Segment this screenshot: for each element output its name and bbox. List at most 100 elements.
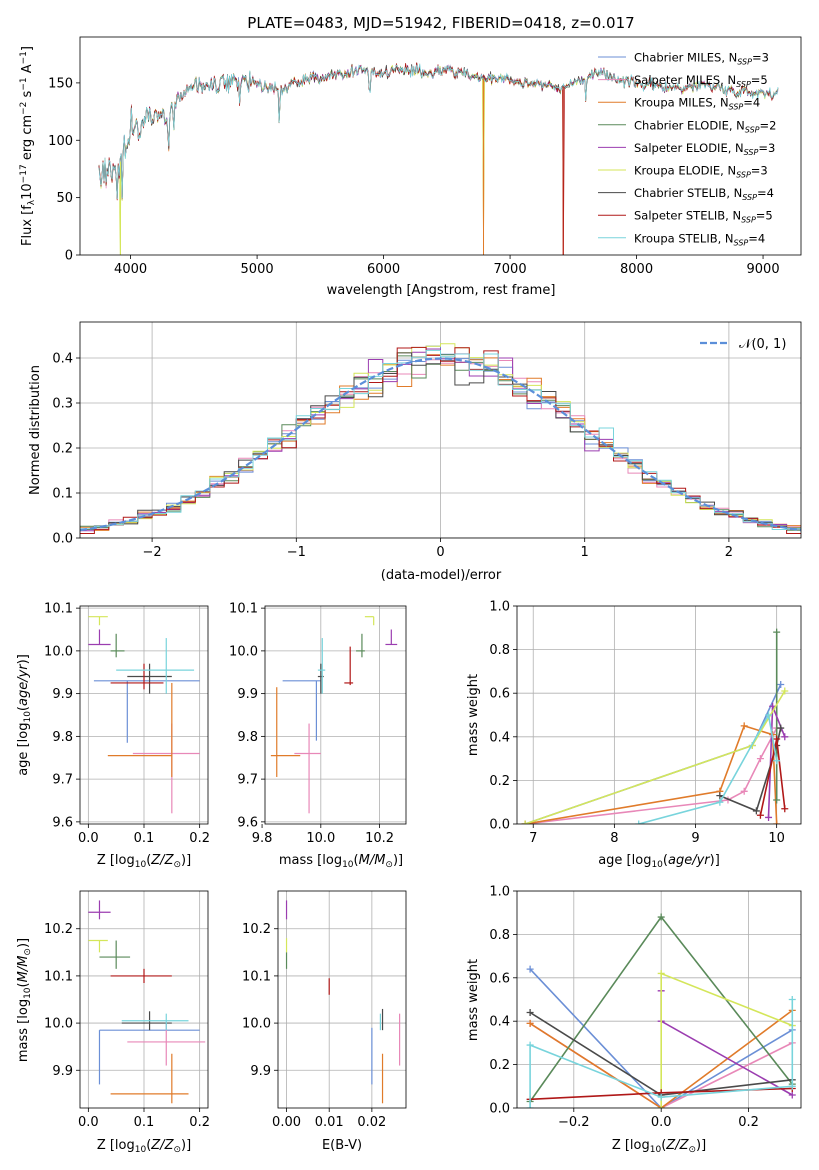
- label-part: 10: [651, 860, 663, 870]
- y-tick-label: 1.0: [489, 600, 510, 615]
- histogram-series: [80, 343, 801, 530]
- x-tick-label: 10: [768, 831, 785, 846]
- legend-n: =3: [751, 164, 768, 178]
- legend-sub: SSP: [745, 125, 760, 134]
- label-part: mass [log: [279, 853, 342, 868]
- label-part: )]: [696, 1138, 706, 1153]
- weight-marker: [716, 792, 724, 800]
- spectrum-line: [98, 63, 779, 255]
- y-tick-label: 9.9: [237, 687, 258, 702]
- x-axis-label: mass [log10(M/M⊙)]: [279, 853, 403, 870]
- label-part: ⊙: [385, 860, 393, 870]
- weight-marker: [788, 996, 796, 1003]
- weight-marker: [657, 1104, 665, 1108]
- label-part: (: [16, 706, 31, 711]
- plot-area: [278, 891, 406, 1108]
- y-tick-label: 0.2: [489, 774, 510, 789]
- y-tick-label: 10.1: [229, 602, 258, 617]
- panel-age-vs-Z: 0.0 0.1 0.29.69.79.89.910.010.1Z [log10(Z/…: [16, 602, 210, 870]
- x-tick-label: 8000: [620, 262, 653, 277]
- x-tick-label: 7000: [494, 262, 527, 277]
- label-part: (: [16, 982, 31, 987]
- panel-mass-vs-EBV: 0.00 0.01 0.02 9.9 10.0 10.1 10.2 E(B-V): [242, 890, 407, 1153]
- axes-frame: [79, 890, 209, 1109]
- axes-frame: [516, 890, 802, 1109]
- panel-age-vs-mass: 9.8 10.0 10.2 9.6 9.7 9.8 9.9 10.0 10.1 mass [log…: [229, 602, 407, 870]
- y-tick-label: 10.0: [44, 1017, 73, 1032]
- legend-sub: SSP: [737, 58, 752, 67]
- y-tick-label: 10.0: [242, 1017, 271, 1032]
- legend-model: Salpeter ELODIE, N: [634, 141, 744, 155]
- y-tick-label: 9.7: [52, 773, 73, 788]
- legend-sub: SSP: [729, 103, 744, 112]
- y-tick-label: 10.2: [242, 922, 271, 937]
- y-axis-label: Flux [fλ10−17 erg cm−2 s−1 A−1]: [19, 46, 37, 246]
- label-part: age/yr: [668, 853, 711, 868]
- y-tick-label: 0.4: [489, 730, 510, 745]
- weight-series: [638, 712, 778, 824]
- weight-marker: [526, 1104, 534, 1108]
- y-tick-label: 0.6: [489, 971, 510, 986]
- label-part: 10: [135, 860, 147, 870]
- plot-area: [517, 891, 801, 1108]
- label-part: A: [20, 64, 35, 77]
- axes-frame: [277, 890, 407, 1109]
- x-axis-label: wavelength [Angstrom, rest frame]: [327, 283, 556, 298]
- figure-title: PLATE=0483, MJD=51942, FIBERID=0418, z=0…: [247, 14, 634, 32]
- label-part: −2: [19, 102, 29, 115]
- weight-marker: [716, 798, 724, 806]
- weight-series: [660, 990, 793, 1096]
- label-part: )]: [16, 938, 31, 948]
- y-tick-label: 0.2: [489, 1058, 510, 1073]
- y-tick-label: 150: [48, 76, 73, 91]
- weight-marker: [781, 805, 789, 813]
- x-tick-label: 0.0: [651, 1115, 672, 1130]
- y-tick-label: 0.8: [489, 928, 510, 943]
- x-tick-label: −0.2: [558, 1115, 590, 1130]
- label-part: Z [log: [97, 1138, 135, 1153]
- weight-marker: [773, 757, 781, 765]
- panel-mass-vs-Z: 0.0 0.1 0.29.910.010.110.2Z [log10(Z/Z⊙)]m…: [16, 890, 210, 1155]
- label-part: M/M: [359, 853, 386, 868]
- weight-marker: [773, 796, 781, 804]
- legend-label: Chabrier STELIB, NSSP=4: [634, 186, 774, 202]
- y-tick-label: 0.0: [52, 532, 73, 547]
- label-part: −17: [19, 164, 29, 183]
- x-tick-label: 0.0: [78, 831, 99, 846]
- weight-marker: [781, 687, 789, 695]
- x-tick-label: 10.0: [306, 831, 335, 846]
- axes-frame: [516, 605, 802, 825]
- x-tick-label: 0.01: [315, 1115, 344, 1130]
- y-axis-label: mass [log10(M/M⊙)]: [16, 938, 33, 1062]
- gaussian-curve: [80, 357, 801, 532]
- y-tick-label: 1.0: [489, 885, 510, 900]
- weight-marker: [657, 913, 665, 921]
- weight-marker: [773, 735, 781, 743]
- legend-label: Chabrier MILES, NSSP=3: [634, 51, 769, 67]
- weight-series: [529, 968, 793, 1108]
- legend-sub: SSP: [734, 238, 749, 247]
- y-axis-label: mass weight: [466, 959, 481, 1041]
- legend-sub: SSP: [741, 216, 756, 225]
- label-part: (: [663, 853, 668, 868]
- legend-model: Kroupa ELODIE, N: [634, 164, 736, 178]
- y-tick-label: 9.8: [237, 730, 258, 745]
- weight-marker: [773, 820, 781, 824]
- legend-model: Salpeter MILES, N: [634, 73, 736, 87]
- label-part: age/yr: [16, 663, 31, 706]
- y-tick-label: 0.4: [489, 1015, 510, 1030]
- y-tick-label: 10.1: [242, 969, 271, 984]
- y-tick-label: 0.1: [52, 487, 73, 502]
- weight-marker: [657, 969, 665, 977]
- legend-label: Salpeter ELODIE, NSSP=3: [634, 141, 775, 157]
- weight-series: [524, 690, 786, 824]
- y-tick-label: 10.0: [229, 644, 258, 659]
- x-tick-label: 0.00: [272, 1115, 301, 1130]
- weight-marker: [756, 811, 764, 819]
- y-tick-label: 10.0: [44, 644, 73, 659]
- label-part: ⊙: [173, 860, 181, 870]
- weight-marker: [521, 820, 529, 824]
- y-tick-label: 50: [56, 191, 73, 206]
- x-axis-label: age [log10(age/yr)]: [598, 853, 720, 870]
